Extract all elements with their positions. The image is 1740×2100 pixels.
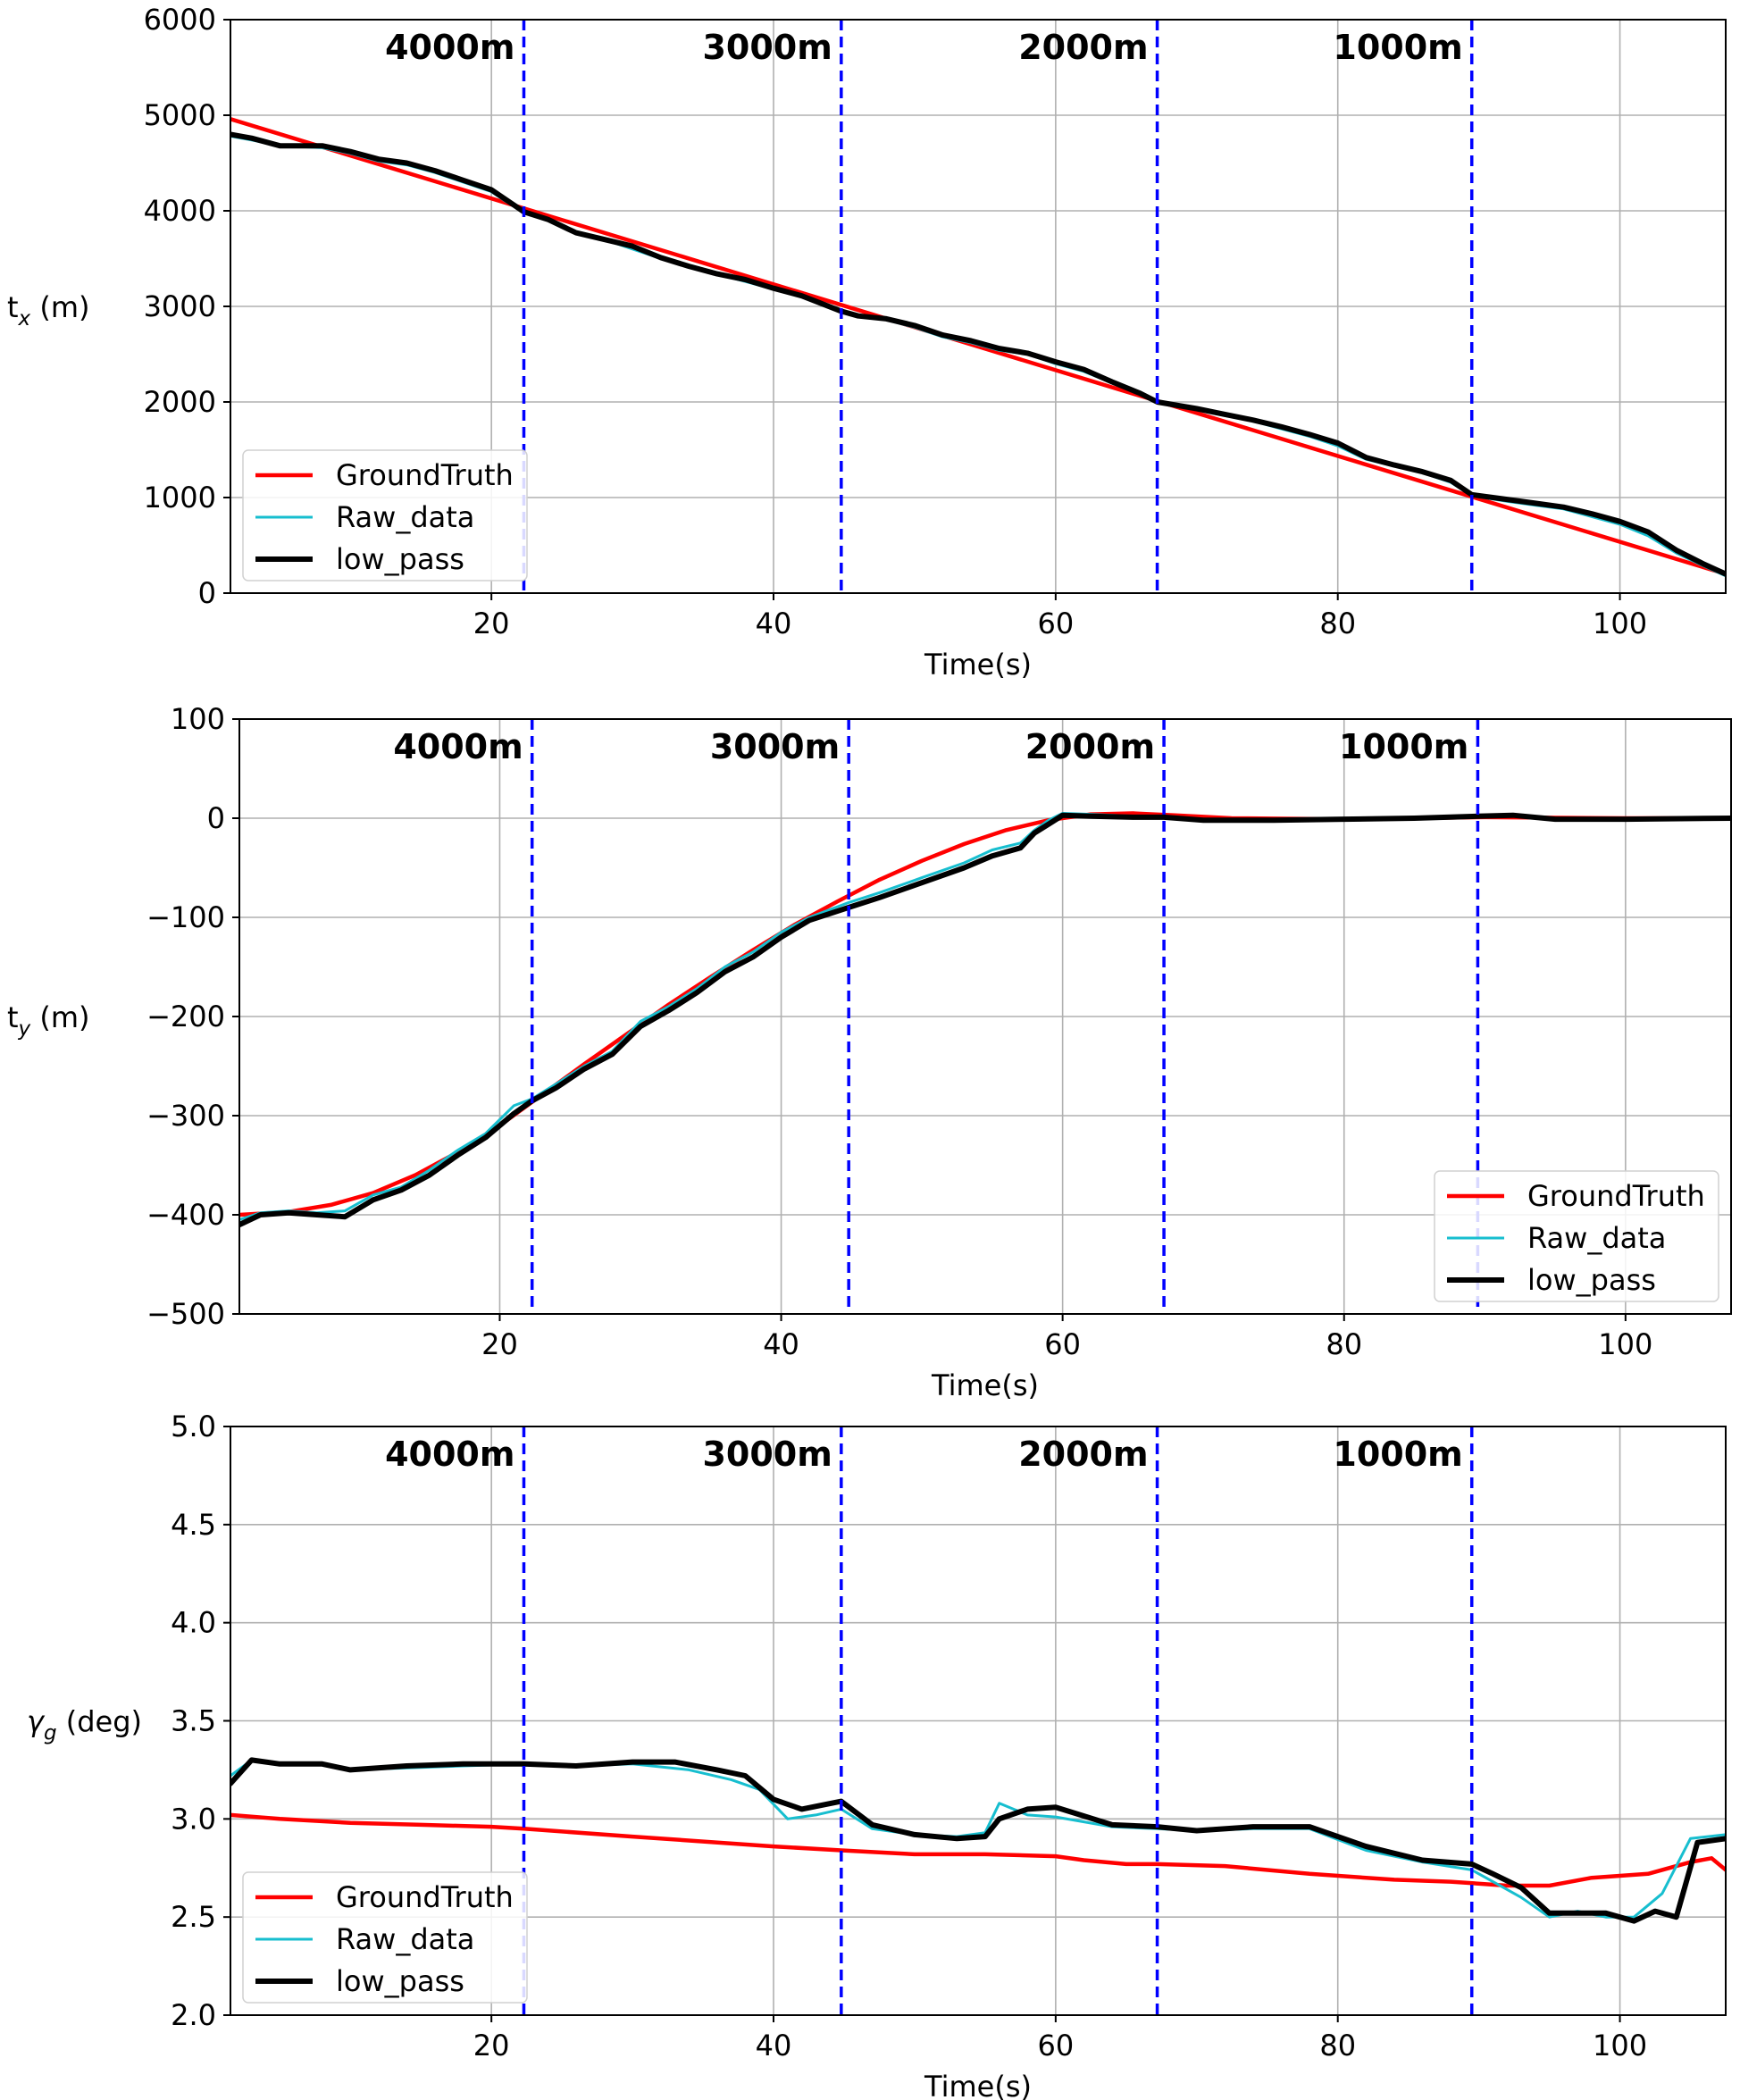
legend-label: Raw_data: [1527, 1221, 1666, 1255]
y-axis-label: γg (deg): [27, 1705, 142, 1745]
x-tick-label: 100: [1598, 1327, 1652, 1361]
y-tick-label: 2.0: [171, 1998, 216, 2032]
segment-label: 1000m: [1333, 28, 1462, 67]
x-tick-label: 40: [756, 2029, 792, 2062]
segment-label: 1000m: [1333, 1435, 1462, 1474]
y-tick-label: 4.5: [171, 1508, 216, 1542]
y-tick-label: 3.0: [171, 1802, 216, 1836]
y-tick-label: 0: [198, 576, 216, 610]
chart-gamma: 4000m 3000m 2000m 1000m GroundTruth Raw_datal…: [27, 1410, 1727, 2100]
x-tick-label: 40: [756, 607, 792, 640]
legend: GroundTruth Raw_data low_pass: [242, 1871, 528, 2004]
y-tick-label: 1000: [144, 481, 216, 515]
segment-label: 2000m: [1025, 727, 1155, 766]
y-axis-label: tx (m): [7, 290, 89, 330]
x-axis-label: Time(s): [924, 2070, 1032, 2100]
y-tick-label: −400: [146, 1198, 225, 1232]
x-tick-label: 60: [1037, 607, 1074, 640]
series-line-low-pass: [239, 812, 1731, 1228]
y-axis-label-main: t: [7, 290, 19, 324]
y-tick-label: 2.5: [171, 1900, 216, 1934]
y-tick-label: 4.0: [171, 1606, 216, 1640]
y-tick-label: 3.5: [171, 1704, 216, 1738]
legend-label: GroundTruth: [336, 458, 514, 492]
y-tick-label: 6000: [144, 3, 216, 37]
y-tick-label: 5000: [144, 98, 216, 132]
chart-tx: 4000m 3000m 2000m 1000m GroundTruth Raw_datal…: [7, 3, 1727, 682]
y-tick-label: 100: [171, 702, 225, 736]
x-tick-label: 80: [1326, 1327, 1362, 1361]
segment-label: 4000m: [385, 1435, 514, 1474]
x-axis-label: Time(s): [924, 648, 1032, 682]
y-tick-label: 5.0: [171, 1410, 216, 1443]
x-tick-label: 20: [473, 607, 510, 640]
segment-label: 1000m: [1339, 727, 1468, 766]
x-tick-label: 20: [473, 2029, 510, 2062]
legend-label: GroundTruth: [1527, 1179, 1705, 1213]
y-axis-label-sub: x: [18, 307, 31, 330]
segment-label: 2000m: [1018, 1435, 1148, 1474]
legend-frame: [242, 449, 528, 581]
legend-frame: [242, 1871, 528, 2004]
chart-ty: 4000m 3000m 2000m 1000m GroundTruth Raw_datal…: [7, 702, 1732, 1402]
x-tick-label: 40: [763, 1327, 799, 1361]
legend-label: low_pass: [336, 542, 464, 576]
segment-label: 3000m: [710, 727, 840, 766]
series-line-low-pass: [230, 131, 1726, 577]
y-axis-label-unit: (m): [30, 290, 89, 324]
x-tick-label: 80: [1319, 607, 1356, 640]
legend: GroundTruth Raw_data low_pass: [1434, 1170, 1719, 1302]
y-axis-label-sub: y: [18, 1017, 31, 1041]
x-tick-label: 80: [1319, 2029, 1356, 2062]
y-tick-label: −100: [146, 900, 225, 934]
x-tick-label: 20: [481, 1327, 518, 1361]
legend-label: low_pass: [1527, 1263, 1656, 1297]
x-tick-label: 100: [1593, 2029, 1647, 2062]
series-line-groundtruth: [230, 117, 1726, 576]
y-tick-label: −200: [146, 1000, 225, 1033]
segment-label: 3000m: [702, 1435, 832, 1474]
y-axis-label: ty (m): [7, 1000, 89, 1041]
y-tick-label: 3000: [144, 289, 216, 323]
y-tick-label: 0: [207, 801, 225, 835]
legend-label: low_pass: [336, 1964, 464, 1998]
x-tick-label: 60: [1044, 1327, 1081, 1361]
series-line-low-pass: [230, 1757, 1726, 1924]
x-tick-label: 100: [1593, 607, 1647, 640]
legend-label: GroundTruth: [336, 1880, 514, 1914]
y-tick-label: 2000: [144, 385, 216, 419]
legend-frame: [1434, 1170, 1719, 1302]
y-axis-label-unit: (m): [30, 1000, 89, 1034]
y-axis-label-main: t: [7, 1000, 19, 1034]
segment-label: 4000m: [385, 28, 514, 67]
x-axis-label: Time(s): [931, 1368, 1039, 1402]
y-axis-label-sub: g: [44, 1722, 57, 1745]
legend-label: Raw_data: [336, 500, 474, 534]
legend: GroundTruth Raw_data low_pass: [242, 449, 528, 581]
y-tick-label: −500: [146, 1297, 225, 1331]
segment-label: 3000m: [702, 28, 832, 67]
y-tick-label: −300: [146, 1099, 225, 1133]
y-tick-label: 4000: [144, 194, 216, 228]
x-tick-label: 60: [1037, 2029, 1074, 2062]
y-axis-label-unit: (deg): [57, 1705, 142, 1739]
legend-label: Raw_data: [336, 1922, 474, 1956]
series-line-groundtruth: [230, 1812, 1726, 1888]
segment-label: 4000m: [393, 727, 523, 766]
segment-label: 2000m: [1018, 28, 1148, 67]
y-axis-label-main: γ: [27, 1705, 46, 1739]
